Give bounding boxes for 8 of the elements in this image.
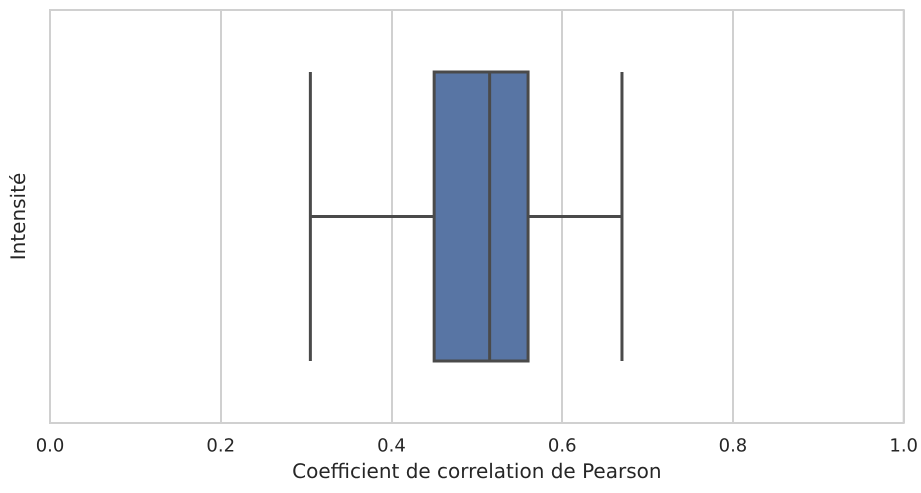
x-tick-label: 0.0: [36, 436, 64, 456]
x-tick-label: 0.2: [206, 436, 236, 456]
y-axis-title: Intensité: [6, 172, 30, 260]
x-tick-label: 0.6: [548, 436, 577, 456]
x-axis-title: Coefficient de correlation de Pearson: [292, 459, 662, 483]
x-tick-label: 0.4: [377, 436, 406, 456]
x-tick-label: 0.8: [718, 436, 748, 456]
x-tick-label: 1.0: [889, 436, 918, 456]
